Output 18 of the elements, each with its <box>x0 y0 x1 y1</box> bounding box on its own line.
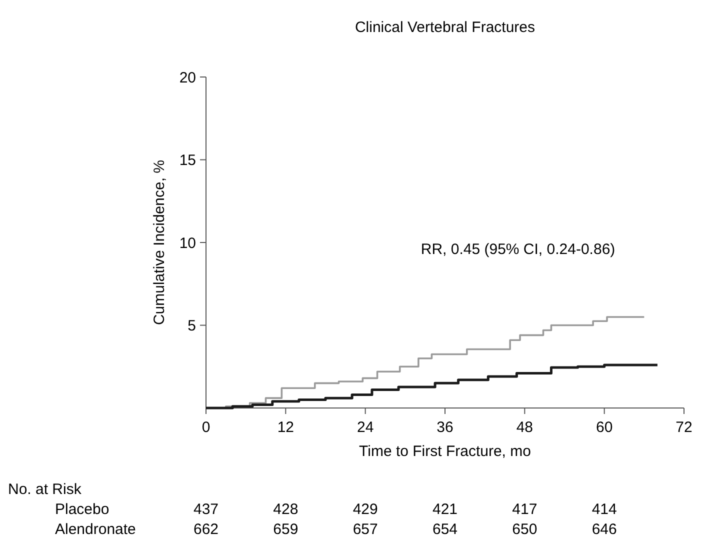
x-tick-label: 24 <box>356 419 374 436</box>
chart-title: Clinical Vertebral Fractures <box>354 19 536 36</box>
annotation: RR, 0.45 (95% CI, 0.24-0.86) <box>420 241 616 258</box>
y-tick-label: 5 <box>188 318 196 334</box>
x-tick-label: 60 <box>596 419 613 436</box>
text: Alendronate 662 659 657 654 650 646 <box>55 521 617 538</box>
x-tick-label: 12 <box>277 419 294 436</box>
y-tick-label: 10 <box>179 234 196 252</box>
y-tick-label: 20 <box>179 69 196 86</box>
y-axis-title: Cumulative Incidence, % <box>151 160 168 326</box>
text: No. at Risk <box>8 481 82 498</box>
x-tick-label: 36 <box>436 419 454 436</box>
x-axis-title: Time to First Fracture, mo <box>359 443 531 460</box>
y-tick-label: 15 <box>179 152 196 169</box>
x-tick-label: 48 <box>516 419 534 436</box>
x-tick-label: 72 <box>676 419 692 436</box>
x-tick-label: 0 <box>202 419 210 436</box>
text: Placebo 437 428 429 421 417 414 <box>55 501 617 518</box>
